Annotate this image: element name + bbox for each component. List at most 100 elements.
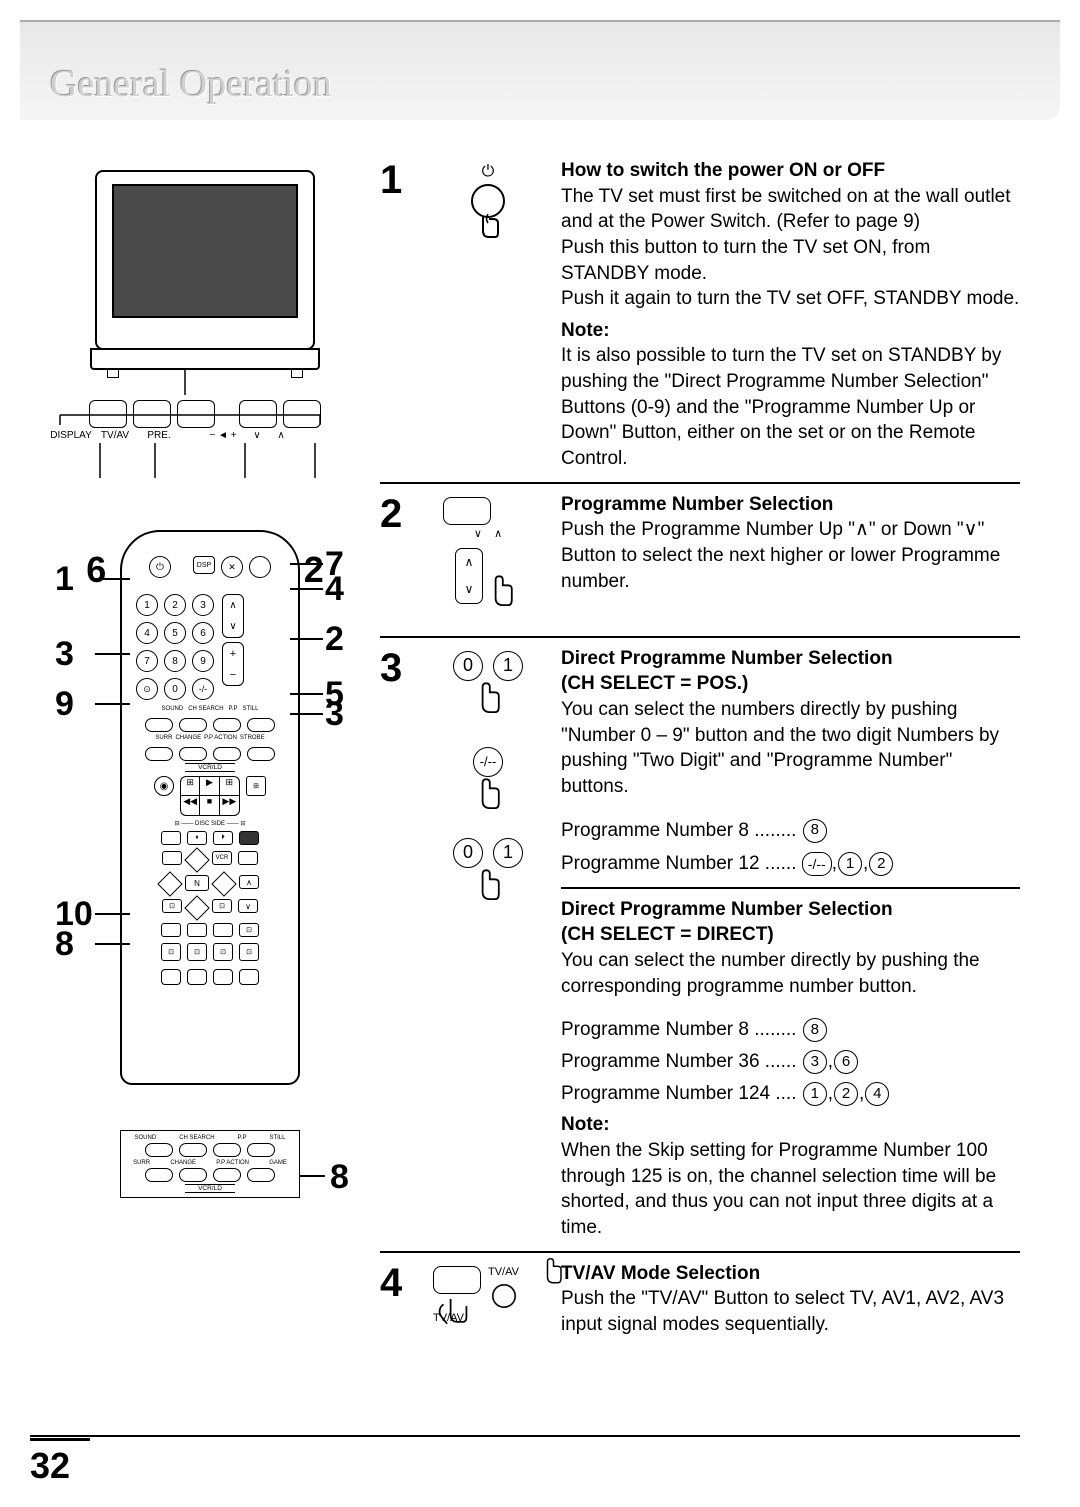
- hand-press-icon: [537, 1256, 567, 1296]
- panel-btn: [133, 400, 171, 428]
- oval-btn: [179, 718, 207, 732]
- step-body: Push it again to turn the TV set OFF, ST…: [561, 288, 1019, 309]
- icon-label: TV/AV: [488, 1266, 519, 1278]
- step-icon-direct: 0 1 -/-- 0 1: [433, 646, 543, 1241]
- num-btn: 1: [136, 594, 158, 616]
- two-digit-icon: -/--: [473, 747, 503, 777]
- remote-circle-icon: [488, 1280, 520, 1312]
- step-title: TV/AV Mode Selection: [561, 1263, 760, 1284]
- ch-updown-btn: ∧∨: [222, 594, 244, 638]
- num-btn: 2: [164, 594, 186, 616]
- sq-btn: [238, 851, 258, 865]
- sq-btn: [213, 923, 233, 937]
- num-btn: 6: [192, 622, 214, 644]
- left-diagram-column: DISPLAY TV/AV PRE. − ◄ + ∨ ∧ 6 4 5 2: [40, 170, 350, 1220]
- panel-btn: [89, 400, 127, 428]
- page-header: General Operation: [20, 20, 1060, 120]
- power-button-icon: [463, 181, 513, 241]
- sq-btn: [187, 923, 207, 937]
- oval-btn: [213, 1168, 241, 1182]
- remote-small-labels: SOUNDCH SEARCHP.PSTILL: [122, 706, 298, 712]
- num-btn: 7: [136, 650, 158, 672]
- example-label: Programme Number 12 ......: [561, 853, 796, 874]
- leader-line: [95, 653, 130, 655]
- example-btn: 2: [869, 852, 893, 876]
- panel-label: TV/AV: [94, 430, 136, 441]
- section-2: 2 ∨ ∧ ∧∨ Programme Number Selection Push…: [380, 482, 1020, 626]
- nav-up: [184, 847, 209, 872]
- num-btn: 9: [192, 650, 214, 672]
- sq-btn: ∧: [239, 875, 259, 889]
- tv-stand: [90, 348, 320, 370]
- oval-btn: [145, 747, 173, 761]
- page-rule: [30, 1435, 1020, 1437]
- step-number: 4: [380, 1261, 415, 1338]
- num-0-icon: 0: [453, 651, 483, 681]
- example-btn: 6: [834, 1050, 858, 1074]
- sq-btn: ⊞: [246, 776, 266, 796]
- remote-tvav-btn: [249, 556, 271, 578]
- oval-btn: [247, 1143, 275, 1157]
- step-text: Direct Programme Number Selection (CH SE…: [561, 646, 1020, 1241]
- step-title: Programme Number Selection: [561, 494, 833, 515]
- sq-btn: ⊡: [213, 943, 233, 961]
- num-btn: 8: [164, 650, 186, 672]
- hand-press-icon: [470, 777, 506, 823]
- step-body: You can select the numbers directly by p…: [561, 699, 999, 797]
- sq-btn: ⊡: [239, 923, 259, 937]
- panel-label: − ◄ +: [202, 430, 244, 441]
- leader-line: [290, 693, 323, 695]
- panel-label: ∨: [246, 430, 268, 441]
- example-btn: 4: [865, 1082, 889, 1106]
- step-number: 1: [380, 158, 415, 472]
- detail-box: SOUNDCH SEARCHP.PSTILL SURRCHANGEP.P ACT…: [120, 1130, 300, 1198]
- num-btn: 0: [164, 678, 186, 700]
- note-body: It is also possible to turn the TV set o…: [561, 345, 1001, 469]
- example-btn: 1: [838, 852, 862, 876]
- step-text: Programme Number Selection Push the Prog…: [561, 492, 1020, 626]
- callout-num: 8: [330, 1158, 349, 1197]
- example-label: Programme Number 8 ........: [561, 1019, 796, 1040]
- leader-line: [290, 563, 323, 565]
- leader-line: [95, 578, 130, 580]
- n-btn: N: [185, 875, 209, 891]
- step-title: Direct Programme Number Selection: [561, 648, 893, 669]
- step-text: TV/AV Mode Selection Push the "TV/AV" Bu…: [561, 1261, 1020, 1338]
- leader-line: [290, 588, 323, 590]
- sq-btn: [239, 831, 259, 845]
- sq-btn: [239, 969, 259, 985]
- callout-num: 8: [55, 925, 74, 964]
- callout-num: 2: [325, 620, 344, 659]
- oval-btn: [247, 747, 275, 761]
- remote-small-labels: SURRCHANGEP.P ACTIONSTROBE: [122, 735, 298, 741]
- sq-btn: ⊡: [187, 943, 207, 961]
- oval-btn: [179, 1143, 207, 1157]
- oval-btn: [213, 1143, 241, 1157]
- leader-line: [95, 913, 130, 915]
- num-0-icon: 0: [453, 838, 483, 868]
- example-btn: 2: [834, 1082, 858, 1106]
- step-icon-tvav: TV/AV TV/AV: [433, 1261, 543, 1338]
- hand-press-icon: [470, 868, 506, 914]
- callout-num: 4: [325, 570, 344, 609]
- sq-btn: [161, 831, 181, 845]
- sq-btn: ⏵: [213, 831, 233, 845]
- sq-btn: [161, 923, 181, 937]
- step-number: 3: [380, 646, 415, 1241]
- callout-num: 1: [55, 560, 74, 599]
- example-btn: 8: [803, 819, 827, 843]
- panel-labels: DISPLAY TV/AV PRE. − ◄ + ∨ ∧: [50, 430, 292, 441]
- panel-btn: [177, 400, 215, 428]
- sq-btn: [161, 969, 181, 985]
- sq-btn: [187, 969, 207, 985]
- num-btn: 5: [164, 622, 186, 644]
- sq-btn: ⏸: [187, 831, 207, 845]
- oval-btn: [213, 718, 241, 732]
- step-body: The TV set must first be switched on at …: [561, 186, 1011, 233]
- oval-btn: [145, 1168, 173, 1182]
- step-body: You can select the number directly by pu…: [561, 950, 980, 997]
- step-body: Push this button to turn the TV set ON, …: [561, 237, 930, 284]
- sq-btn: ∨: [238, 899, 258, 913]
- sq-btn: ⊡: [161, 943, 181, 961]
- callout-num: 9: [55, 685, 74, 724]
